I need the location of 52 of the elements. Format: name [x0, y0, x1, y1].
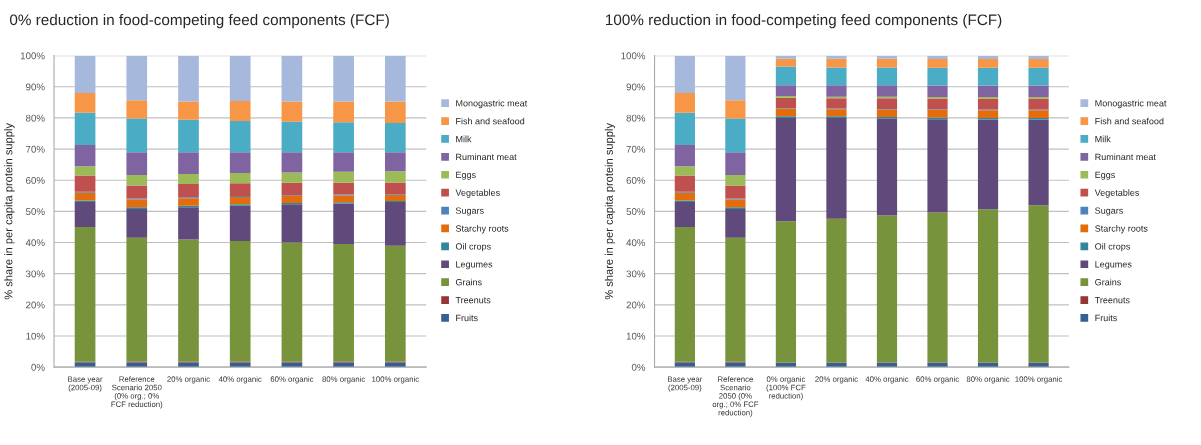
legend-label: Oil crops — [455, 242, 491, 252]
chart-title: 0% reduction in food-competing feed components (FCF) — [9, 14, 389, 29]
y-tick-label: 80% — [25, 114, 45, 122]
y-axis-title: % share in per capita protein supply — [604, 123, 616, 300]
legend-label: Vegetables — [1094, 189, 1140, 198]
legend-label: Ruminant meat — [456, 153, 517, 161]
legend-label: Monogastric meat — [456, 99, 528, 109]
legend-label: Fish and seafood — [456, 117, 525, 125]
y-tick-label: 10% — [626, 332, 646, 340]
legend-label: Monogastric meat — [1095, 99, 1167, 109]
legend-label: Starchy roots — [455, 225, 509, 234]
y-tick-label: 30% — [25, 270, 45, 278]
y-tick-label: 80% — [626, 114, 646, 122]
y-tick-label: 10% — [26, 332, 45, 340]
y-tick-label: 20% — [626, 301, 646, 309]
legend-label: Eggs — [456, 171, 476, 180]
legend-label: Eggs — [1095, 171, 1115, 180]
y-tick-label: 50% — [25, 208, 45, 215]
legend-label: Grains — [1095, 278, 1121, 286]
y-tick-label: 60% — [626, 176, 646, 184]
legend-label: Legumes — [1095, 261, 1132, 270]
y-tick-label: 90% — [26, 83, 45, 91]
legend-label: Grains — [455, 278, 482, 286]
y-axis-title: % share in per capita protein supply — [4, 123, 15, 300]
legend-label: Sugars — [1095, 207, 1123, 216]
y-tick-label: 100% — [621, 52, 646, 60]
legend-label: Sugars — [455, 207, 484, 216]
y-tick-label: 0% — [631, 363, 646, 371]
legend-label: Legumes — [456, 261, 493, 270]
y-tick-label: 40% — [25, 239, 45, 247]
y-tick-label: 100% — [20, 52, 45, 60]
legend-label: Milk — [456, 135, 472, 143]
legend-label: Fruits — [456, 314, 478, 322]
y-tick-label: 50% — [626, 208, 646, 215]
legend-label: Milk — [1095, 135, 1111, 143]
legend-label: Starchy roots — [1095, 225, 1148, 234]
legend-label: Ruminant meat — [1095, 153, 1156, 161]
y-tick-label: 90% — [626, 83, 646, 91]
legend-label: Oil crops — [1095, 242, 1130, 252]
y-tick-label: 30% — [626, 270, 646, 278]
y-tick-label: 70% — [26, 145, 45, 153]
legend-label: Fruits — [1095, 314, 1117, 322]
legend-label: Fish and seafood — [1095, 117, 1164, 125]
y-tick-label: 60% — [26, 176, 45, 184]
y-tick-label: 40% — [626, 239, 646, 247]
y-tick-label: 0% — [31, 363, 45, 371]
y-tick-label: 20% — [26, 301, 45, 309]
legend-label: Treenuts — [1094, 296, 1130, 304]
y-tick-label: 70% — [626, 145, 646, 153]
legend-label: Vegetables — [455, 189, 500, 198]
chart-title: 100% reduction in food-competing feed components (FCF) — [605, 14, 1002, 29]
legend-label: Treenuts — [455, 296, 491, 304]
